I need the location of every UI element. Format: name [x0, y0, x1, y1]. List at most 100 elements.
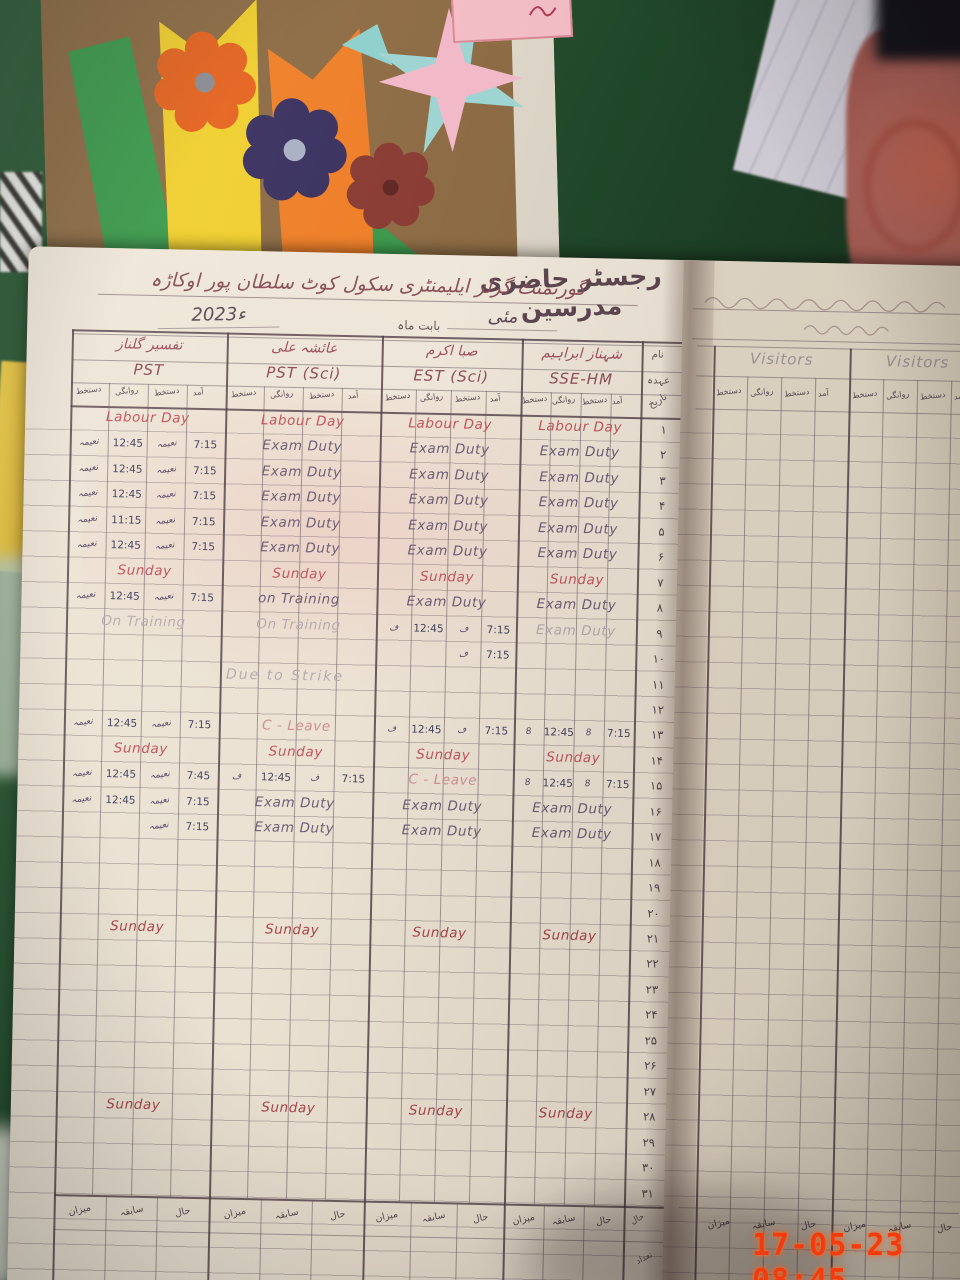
table-cell: Exam Duty	[531, 825, 612, 843]
craft-paper-book-cover	[40, 0, 560, 275]
table-cell: Labour Day	[105, 408, 190, 427]
table-cell: Labour Day	[260, 412, 345, 430]
teacher-name: شہناز ابراہیم	[541, 345, 623, 363]
designation-column-label: عہدہ	[647, 375, 671, 387]
year-value: 2023ء	[157, 303, 280, 330]
attendance-register: رجسٹر حاضری مدرسین گورنمنٹ گرلز ایلیمنٹر…	[6, 246, 960, 1280]
table-cell: Sunday	[264, 921, 320, 939]
time-entry: 12:45	[112, 463, 143, 476]
subcolumn-label: آمد	[611, 396, 623, 407]
table-cell: Exam Duty	[262, 437, 343, 456]
teacher-name: صبا اکرم	[425, 342, 478, 360]
subcolumn-label: دستخط	[851, 388, 878, 401]
table-cell: Exam Duty	[259, 539, 341, 558]
dark-corner-shadow	[876, 0, 960, 60]
signature-mark: ف	[231, 771, 243, 783]
signature-mark: نعیمہ	[154, 514, 176, 528]
table-cell: Exam Duty	[535, 621, 617, 640]
subcolumn-label: روانگی	[418, 391, 443, 404]
subcolumn-label: دستخط	[230, 387, 258, 400]
table-cell: Exam Duty	[539, 443, 620, 462]
table-cell: Sunday	[412, 924, 467, 942]
signature-mark: نعیمہ	[71, 793, 93, 806]
table-cell: on Training	[257, 590, 341, 609]
time-entry: 12:45	[105, 793, 136, 807]
subcolumn-label: آمد	[191, 387, 204, 398]
subcolumn-label: دستخط	[75, 384, 103, 397]
subcolumn-label: دستخط	[521, 393, 548, 406]
table-cell: Sunday	[117, 561, 172, 580]
grid-line	[696, 375, 960, 383]
time-entry: 7:15	[484, 725, 509, 738]
time-entry: 7:15	[606, 727, 631, 741]
subcolumn-label: دستخط	[453, 392, 481, 405]
month-label: بابت ماہ	[397, 318, 441, 333]
paper-stack	[732, 0, 938, 208]
table-cell: C - Leave	[261, 717, 331, 736]
subcolumn-label: روانگی	[551, 394, 576, 406]
table-cell: Labour Day	[538, 418, 623, 436]
time-entry: 12:45	[105, 768, 137, 781]
subcolumn-label: روانگی	[114, 385, 139, 397]
table-cell: On Training	[256, 615, 341, 634]
table-cell: Exam Duty	[536, 596, 617, 614]
teacher-designation: PST	[133, 360, 165, 380]
table-cell: Exam Duty	[537, 545, 618, 563]
table-cell: Sunday	[113, 740, 169, 758]
table-cell: C - Leave	[408, 771, 478, 790]
craft-book-art	[40, 0, 560, 275]
time-entry: 7:15	[185, 795, 210, 808]
signature-mark: ڡ	[386, 723, 397, 735]
table-cell: Exam Duty	[532, 799, 613, 818]
time-entry: 12:45	[260, 771, 292, 785]
subcolumn-label: روانگی	[749, 386, 774, 399]
table-cell: Exam Duty	[538, 494, 619, 513]
time-entry: 7:15	[190, 591, 215, 605]
table-cell: On Training	[101, 612, 186, 631]
pink-card	[450, 0, 574, 44]
time-entry: 7:15	[185, 820, 210, 834]
grid-line	[695, 408, 960, 416]
camera-timestamp: 17-05-23 08:45	[752, 1228, 905, 1280]
time-entry: 12:45	[411, 723, 442, 737]
table-cell: Sunday	[416, 746, 471, 764]
navy-flower	[242, 98, 347, 201]
time-entry: 7:15	[191, 541, 216, 554]
grid-line	[692, 338, 960, 346]
orange-ribbon	[267, 28, 380, 269]
visitors-heading: Visitors	[885, 352, 950, 372]
subcolumn-label: آمد	[346, 390, 359, 401]
faint-handwriting-scribble	[803, 325, 889, 336]
signature-mark: ڡ	[457, 649, 469, 661]
table-cell: Sunday	[542, 927, 597, 945]
maroon-flower	[346, 142, 435, 229]
month-value: مئی	[447, 305, 558, 332]
subcolumn-label: روانگی	[269, 388, 294, 401]
table-cell: Exam Duty	[254, 793, 335, 812]
time-entry: 12:45	[112, 437, 144, 451]
teacher-designation: EST (Sci)	[413, 366, 490, 386]
time-entry: 12:45	[111, 488, 143, 502]
table-cell: Exam Duty	[537, 519, 619, 538]
time-entry: 7:45	[186, 770, 211, 783]
subcolumn-label: دستخط	[383, 390, 411, 403]
table-cell: Labour Day	[408, 415, 493, 434]
star-decoration	[377, 6, 524, 154]
subcolumn-label: دستخط	[715, 385, 742, 398]
subcolumn-label: دستخط	[581, 394, 608, 407]
signature-mark: نعیمہ	[148, 794, 170, 808]
time-entry: 12:45	[543, 726, 575, 740]
subcolumn-label: دستخط	[308, 389, 335, 401]
table-cell: Sunday	[106, 1096, 161, 1114]
table-cell: Exam Duty	[409, 466, 490, 484]
signature-mark: ف	[309, 773, 320, 785]
signature-mark: 8	[584, 779, 592, 790]
table-cell: Sunday	[109, 918, 165, 936]
time-entry: 7:15	[192, 490, 217, 503]
card-scribble	[529, 6, 557, 17]
table-cell: Exam Duty	[406, 593, 487, 612]
signature-mark: 8	[524, 777, 532, 789]
name-column-label: نام	[651, 349, 664, 361]
table-cell: Exam Duty	[261, 463, 342, 481]
